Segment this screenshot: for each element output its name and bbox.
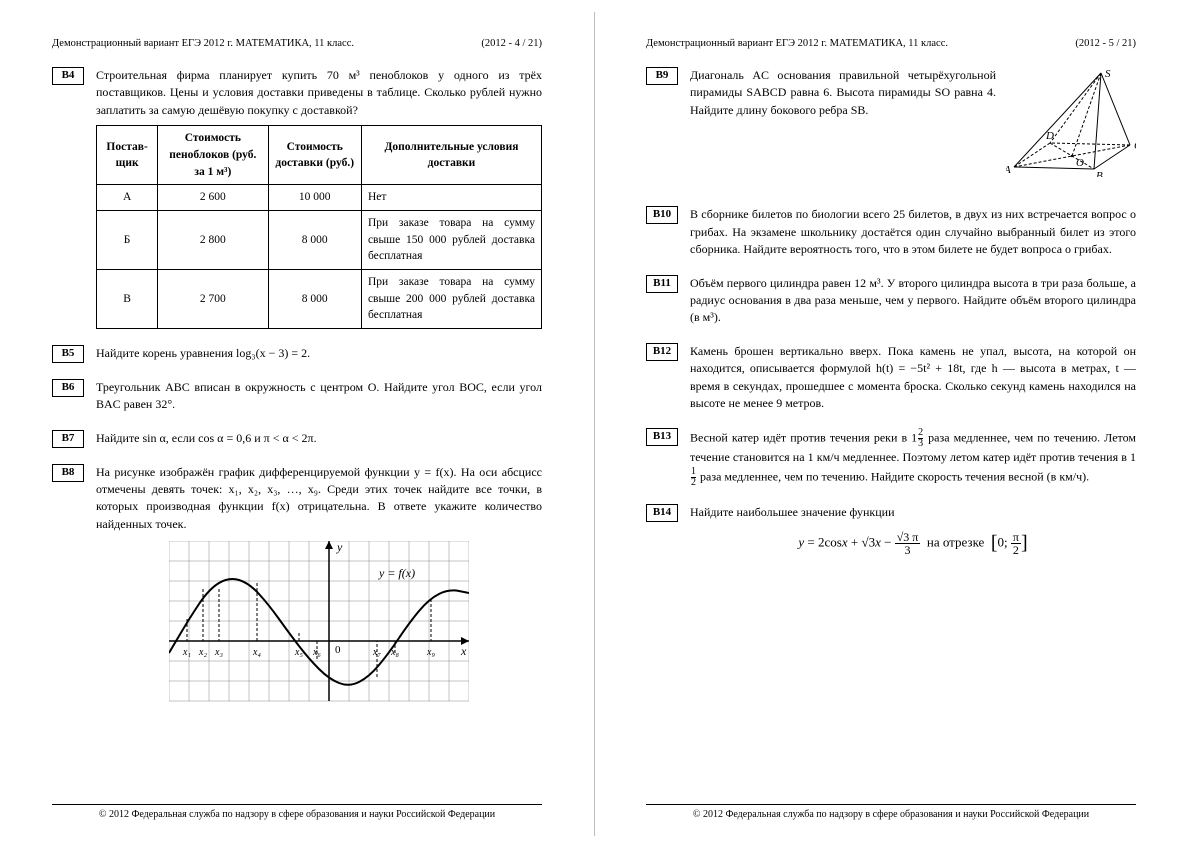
problem-text: В сборнике билетов по биологии всего 25 … [690,206,1136,258]
problem-b14: B14 Найдите наибольшее значение функции … [646,504,1136,558]
svg-text:x₃: x₃ [214,647,223,658]
page-header-left: Демонстрационный вариант ЕГЭ 2012 г. МАТ… [52,38,542,49]
svg-text:C: C [1134,140,1136,152]
problem-label: B7 [52,430,84,448]
svg-text:x₇: x₇ [372,647,381,658]
svg-text:x: x [460,644,467,658]
svg-text:x₅: x₅ [294,647,303,658]
problem-text: Объём первого цилиндра равен 12 м³. У вт… [690,275,1136,327]
suppliers-table: Постав-щик Стоимость пеноблоков (руб. за… [96,125,542,329]
table-row: А 2 600 10 000 Нет [97,185,542,211]
problem-text: Найдите наибольшее значение функции y = … [690,504,1136,558]
problem-text: SABCDO Диагональ AC основания правильной… [690,67,1136,182]
problem-text: Строительная фирма планирует купить 70 м… [96,67,542,329]
pyramid-figure: S A B C D O [1006,67,1136,182]
svg-text:x₂: x₂ [198,647,207,658]
problem-text: Треугольник ABC вписан в окружность с це… [96,379,542,414]
problem-b5: B5 Найдите корень уравнения log₃(x − 3) … [52,345,542,363]
svg-text:x₈: x₈ [390,647,399,658]
page-header-right: Демонстрационный вариант ЕГЭ 2012 г. МАТ… [646,38,1136,49]
problem-label: B8 [52,464,84,482]
problem-b8: B8 На рисунке изображён график дифференц… [52,464,542,717]
svg-text:O: O [1076,157,1084,169]
problem-text: На рисунке изображён график дифференциру… [96,464,542,717]
svg-text:B: B [1096,170,1103,177]
problem-label: B9 [646,67,678,85]
problem-label: B13 [646,428,678,446]
header-title: Демонстрационный вариант ЕГЭ 2012 г. МАТ… [52,38,354,49]
svg-text:y: y [336,541,343,554]
svg-text:0: 0 [335,644,341,656]
problem-text: Найдите корень уравнения log₃(x − 3) = 2… [96,345,542,363]
function-chart: x₁ x₂ x₃ x₄ x₅ x₆ x₇ x₈ x₉ 0 y x y = f(x) [96,541,542,716]
problem-b7: B7 Найдите sin α, если cos α = 0,6 и π <… [52,430,542,448]
problem-b10: B10 В сборнике билетов по биологии всего… [646,206,1136,258]
svg-text:S: S [1105,68,1111,80]
page-footer: © 2012 Федеральная служба по надзору в с… [646,804,1136,820]
header-title: Демонстрационный вариант ЕГЭ 2012 г. МАТ… [646,38,948,49]
problem-b13: B13 Весной катер идёт против течения рек… [646,428,1136,487]
svg-text:x₆: x₆ [312,647,321,658]
table-header-row: Постав-щик Стоимость пеноблоков (руб. за… [97,126,542,185]
chart-svg: x₁ x₂ x₃ x₄ x₅ x₆ x₇ x₈ x₉ 0 y x y = f(x) [169,541,469,711]
problem-label: B4 [52,67,84,85]
page-footer: © 2012 Федеральная служба по надзору в с… [52,804,542,820]
problem-b4: B4 Строительная фирма планирует купить 7… [52,67,542,329]
svg-text:x₄: x₄ [252,647,261,658]
formula: y = 2cosx + √3x − √3 π3 на отрезке [0; π… [690,529,1136,558]
problem-label: B12 [646,343,678,361]
problem-b6: B6 Треугольник ABC вписан в окружность с… [52,379,542,414]
header-page-num: (2012 - 4 / 21) [481,38,542,49]
pyramid-svg: S A B C D O [1006,67,1136,177]
problem-label: B11 [646,275,678,293]
svg-text:A: A [1006,164,1011,176]
header-page-num: (2012 - 5 / 21) [1075,38,1136,49]
problem-text: Камень брошен вертикально вверх. Пока ка… [690,343,1136,413]
svg-text:x₉: x₉ [426,647,435,658]
page-right: Демонстрационный вариант ЕГЭ 2012 г. МАТ… [594,0,1188,848]
problem-label: B14 [646,504,678,522]
problem-b9: B9 SABCDO Диагональ AC основания правиль… [646,67,1136,182]
problem-label: B6 [52,379,84,397]
problem-b12: B12 Камень брошен вертикально вверх. Пок… [646,343,1136,413]
problem-label: B10 [646,206,678,224]
problem-label: B5 [52,345,84,363]
svg-text:x₁: x₁ [182,647,191,658]
svg-text:y = f(x): y = f(x) [378,566,415,580]
content-right: B9 SABCDO Диагональ AC основания правиль… [646,67,1136,804]
content-left: B4 Строительная фирма планирует купить 7… [52,67,542,804]
problem-text: Найдите sin α, если cos α = 0,6 и π < α … [96,430,542,448]
page-left: Демонстрационный вариант ЕГЭ 2012 г. МАТ… [0,0,594,848]
problem-b11: B11 Объём первого цилиндра равен 12 м³. … [646,275,1136,327]
table-row: Б 2 800 8 000 При заказе товара на сумму… [97,210,542,269]
problem-text: Весной катер идёт против течения реки в … [690,428,1136,487]
svg-text:D: D [1045,130,1054,142]
table-row: В 2 700 8 000 При заказе товара на сумму… [97,269,542,328]
